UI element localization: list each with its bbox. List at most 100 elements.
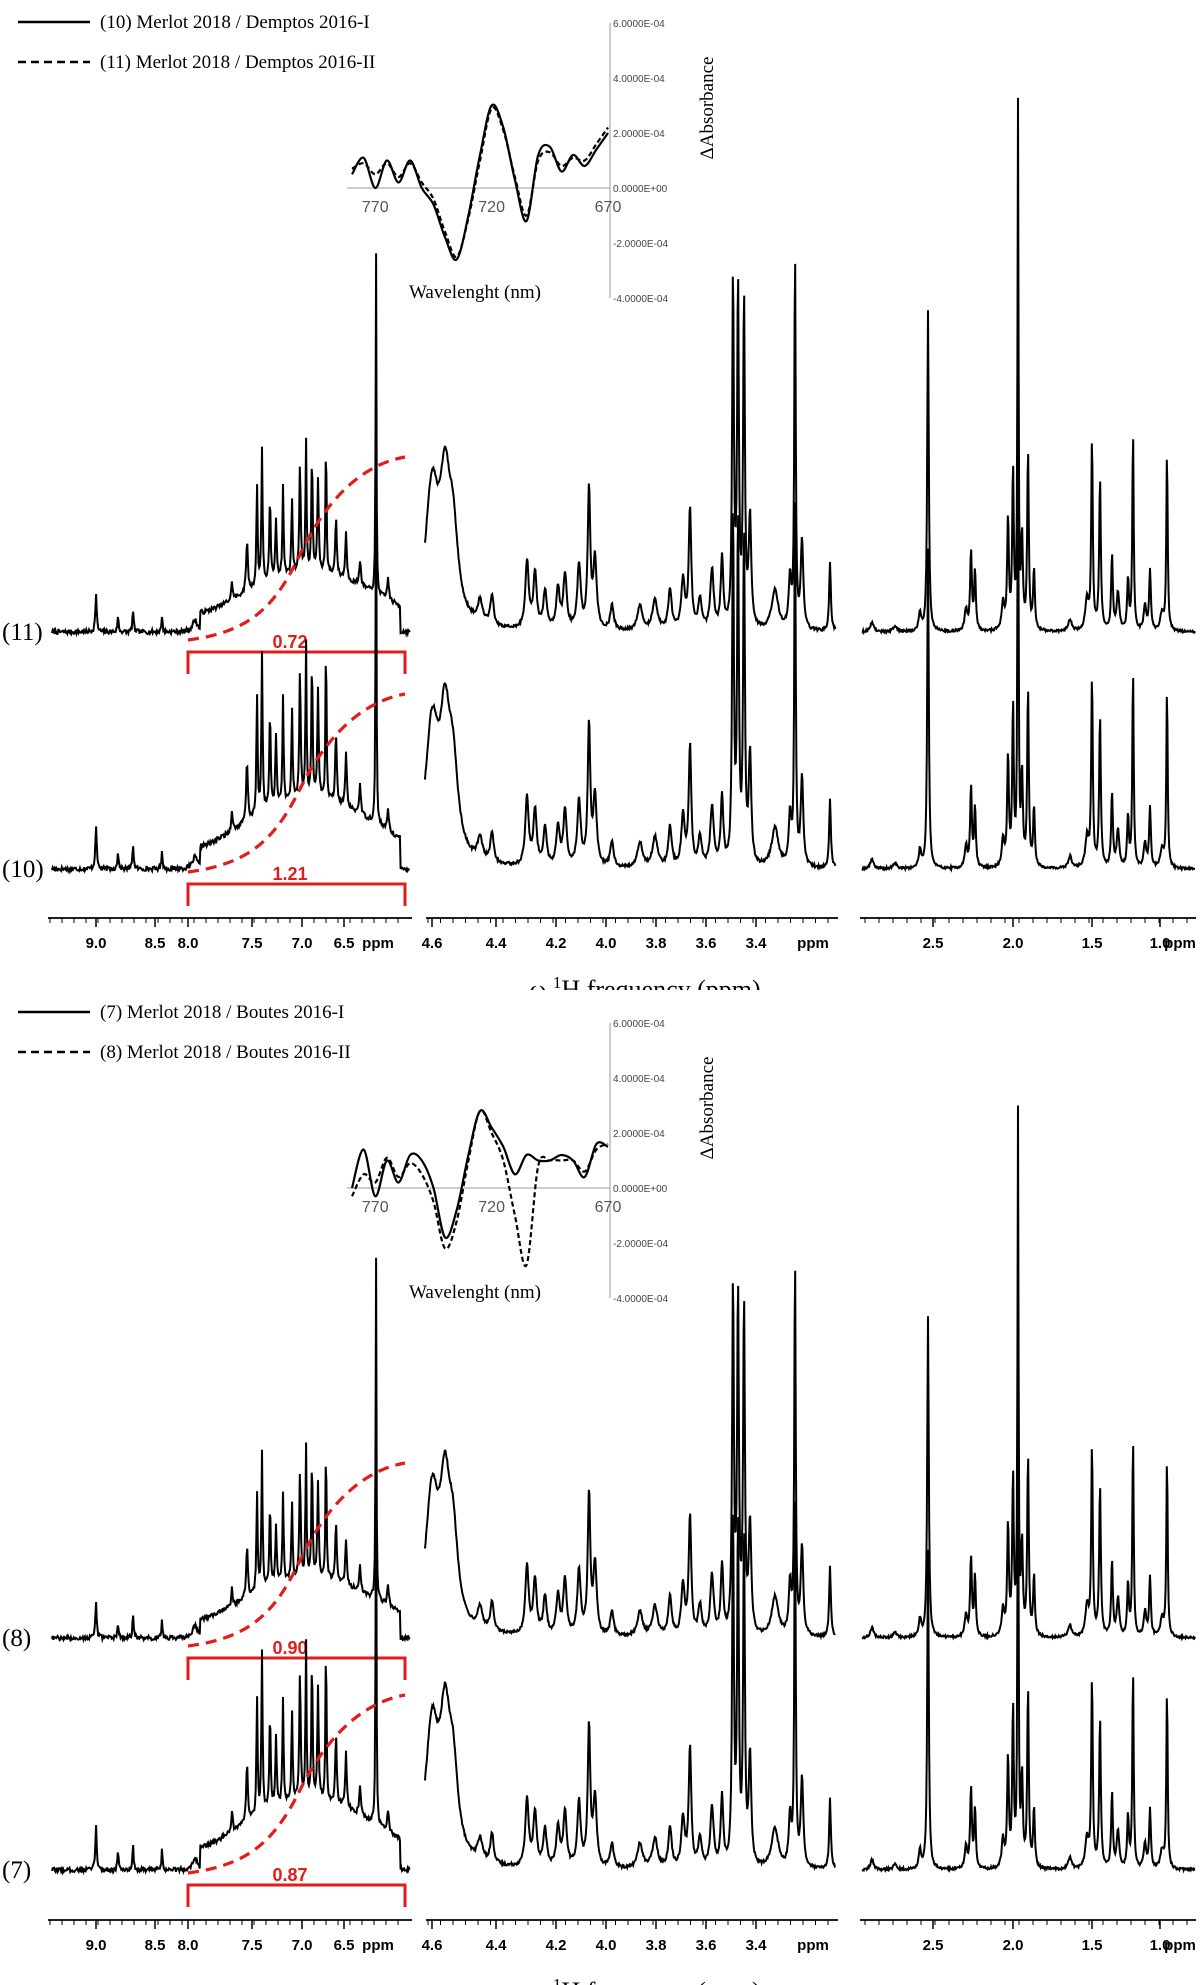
inset-ytick-label: 4.0000E-04 (613, 1074, 665, 1085)
integral-curve (187, 1693, 406, 1875)
spectrum-label: (8) (2, 1625, 31, 1652)
spectrum-label: (7) (2, 1857, 31, 1884)
inset-xtick-label: 770 (362, 1199, 389, 1216)
ppm-unit-label: ppm (797, 935, 829, 952)
ppm-tick-label: 4.0 (596, 1937, 617, 1954)
integral-curve (187, 1461, 406, 1648)
panel-top: (10) Merlot 2018 / Demptos 2016-I (11) Me… (0, 0, 1200, 990)
ppm-tick-label: 8.0 (178, 935, 199, 952)
legend-label: (10) Merlot 2018 / Demptos 2016-I (100, 12, 370, 33)
ppm-tick-label: 4.0 (596, 935, 617, 952)
ppm-axes: 9.0 8.5 8.0 7.5 7.0 6.5 4.6 4.4 4.2 4.0 3.8 3.6 3.4 2… (48, 1919, 1196, 1954)
ppm-tick-label: 4.4 (486, 935, 508, 952)
integral-value: 1.21 (272, 864, 307, 884)
panel-bottom: (7) Merlot 2018 / Boutes 2016-I (8) Merlo… (0, 990, 1200, 1985)
inset-ytick-label: 6.0000E-04 (613, 19, 665, 30)
inset-xtick-label: 720 (478, 199, 505, 216)
ppm-tick-label: 9.0 (86, 1937, 107, 1954)
nmr-trace-aliphatic (861, 1105, 1196, 1642)
ppm-unit-label: ppm (362, 935, 394, 952)
ppm-tick-label: 3.6 (696, 1937, 717, 1954)
inset-plot: 6.0000E-04 4.0000E-04 2.0000E-04 0.0000E+00… (347, 19, 718, 305)
ppm-axis-title: ω 1H frequency (ppm) (529, 1975, 760, 1985)
ppm-tick-label: 7.5 (242, 935, 263, 952)
inset-series-dashed (351, 1109, 609, 1268)
ppm-tick-label: 2.0 (1003, 1937, 1024, 1954)
ppm-tick-label: 4.2 (546, 935, 567, 952)
ppm-tick-label: 1.0 (1150, 1937, 1171, 1954)
spectrum-svg: (10) Merlot 2018 / Demptos 2016-I (11) Me… (2, 12, 1196, 990)
inset-ytick-label: -2.0000E-04 (613, 1239, 668, 1250)
inset-series-dashed (351, 106, 609, 258)
axis-title-prefix: ω (529, 975, 553, 990)
ppm-tick-label: 3.4 (746, 935, 768, 952)
spectrum-svg: (7) Merlot 2018 / Boutes 2016-I (8) Merlo… (2, 1002, 1196, 1985)
ppm-tick-label: 7.0 (292, 1937, 313, 1954)
nmr-trace-aliphatic-mid (424, 1500, 837, 1871)
ppm-tick-label: 4.6 (422, 1937, 443, 1954)
ppm-axes: 9.0 8.5 8.0 7.5 7.0 6.5 4.6 4.4 4.2 4.0 3.8 3.6 3.4 2… (48, 917, 1196, 952)
inset-ytick-label: 6.0000E-04 (613, 1019, 665, 1030)
integral-value: 0.87 (272, 1865, 307, 1885)
ppm-tick-label: 2.0 (1003, 935, 1024, 952)
spectrum-label: (10) (2, 856, 44, 883)
inset-xlabel: Wavelenght (nm) (409, 282, 541, 303)
inset-series-solid (351, 103, 609, 262)
integral-value: 0.90 (272, 1638, 307, 1658)
nmr-trace-aliphatic (861, 1336, 1196, 1874)
axis-title-superscript: 1 (553, 973, 562, 990)
ppm-unit-label: ppm (797, 1937, 829, 1954)
axis-title-suffix: H frequency (ppm) (561, 1977, 760, 1985)
legend-label: (7) Merlot 2018 / Boutes 2016-I (100, 1002, 344, 1023)
inset-series-solid (350, 1109, 609, 1240)
integral-bracket (186, 882, 407, 906)
ppm-tick-label: 7.5 (242, 1937, 263, 1954)
inset-ytick-label: -2.0000E-04 (613, 239, 668, 250)
integral-bracket (186, 650, 407, 674)
legend-label: (11) Merlot 2018 / Demptos 2016-II (100, 52, 375, 73)
inset-ytick-label: 4.0000E-04 (613, 74, 665, 85)
inset-ytick-label: 0.0000E+00 (613, 184, 668, 195)
inset-ytick-label: 2.0000E-04 (613, 1129, 665, 1140)
integral-bracket (186, 1656, 407, 1680)
integral-curve (187, 692, 406, 874)
inset-xtick-label: 670 (595, 199, 622, 216)
inset-ylabel: ΔAbsorbance (697, 57, 718, 160)
inset-xtick-label: 670 (595, 1199, 622, 1216)
inset-xlabel: Wavelenght (nm) (409, 1282, 541, 1303)
ppm-unit-label: ppm (1164, 1937, 1196, 1954)
nmr-trace-aromatic (51, 1257, 411, 1644)
inset-ytick-label: 0.0000E+00 (613, 1184, 668, 1195)
axis-title-suffix: H frequency (ppm) (561, 975, 760, 990)
nmr-trace-aromatic (51, 253, 411, 638)
integral-bracket (186, 1883, 407, 1907)
axis-title-prefix: ω (529, 1977, 553, 1985)
ppm-tick-label: 4.4 (486, 1937, 508, 1954)
inset-ylabel: ΔAbsorbance (697, 1057, 718, 1160)
inset-ytick-label: -4.0000E-04 (613, 294, 668, 305)
nmr-trace-aliphatic-mid (424, 1270, 836, 1641)
ppm-unit-label: ppm (1164, 935, 1196, 952)
inset-plot: 6.0000E-04 4.0000E-04 2.0000E-04 0.0000E+00… (347, 1019, 718, 1305)
ppm-tick-label: 6.5 (334, 1937, 355, 1954)
ppm-tick-label: 3.4 (746, 1937, 768, 1954)
nmr-trace-aromatic (51, 425, 410, 875)
ppm-tick-label: 3.6 (696, 935, 717, 952)
ppm-tick-label: 8.0 (178, 1937, 199, 1954)
integral-value: 0.72 (272, 632, 307, 652)
ppm-unit-label: ppm (362, 1937, 394, 1954)
ppm-tick-label: 1.5 (1082, 1937, 1103, 1954)
nmr-trace-aliphatic (861, 336, 1196, 873)
nmr-trace-aliphatic-mid (424, 263, 837, 634)
ppm-tick-label: 9.0 (86, 935, 107, 952)
ppm-tick-label: 2.5 (923, 1937, 944, 1954)
ppm-tick-label: 8.5 (145, 1937, 166, 1954)
inset-ytick-label: -4.0000E-04 (613, 1294, 668, 1305)
ppm-tick-label: 8.5 (145, 935, 166, 952)
integral-curve (187, 455, 406, 642)
nmr-trace-aromatic (51, 1424, 411, 1876)
ppm-tick-label: 7.0 (292, 935, 313, 952)
legend-label: (8) Merlot 2018 / Boutes 2016-II (100, 1042, 351, 1063)
inset-xtick-label: 770 (362, 199, 389, 216)
